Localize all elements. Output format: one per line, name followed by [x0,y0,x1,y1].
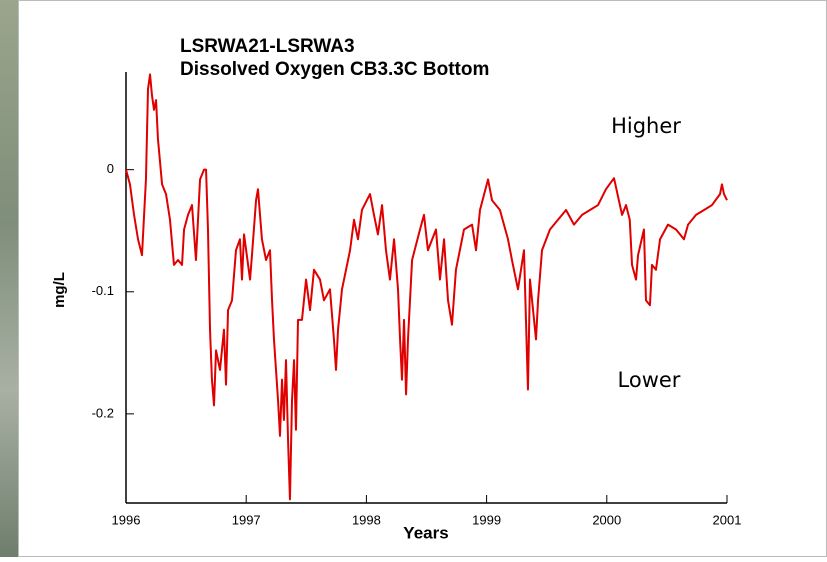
chart-subtitle: Dissolved Oxygen CB3.3C Bottom [180,59,489,80]
y-tick-label: -0.2 [92,405,114,420]
x-axis-label: Years [403,523,448,542]
data-line [125,73,728,501]
y-tick-label: 0 [107,161,114,176]
annotation: Lower [618,368,681,392]
x-tick-label: 1997 [232,512,261,527]
annotation: Higher [611,114,681,138]
y-axis-label: mg/L [51,272,68,308]
chart-title: LSRWA21-LSRWA3 [180,36,355,57]
panel [18,0,827,557]
x-tick-label: 1999 [472,512,501,527]
background-photo [0,0,20,557]
x-tick-label: 2001 [713,512,742,527]
x-tick-label: 1998 [352,512,381,527]
x-tick-label: 1996 [112,512,141,527]
y-tick-label: -0.1 [92,283,114,298]
x-tick-label: 2000 [592,512,621,527]
